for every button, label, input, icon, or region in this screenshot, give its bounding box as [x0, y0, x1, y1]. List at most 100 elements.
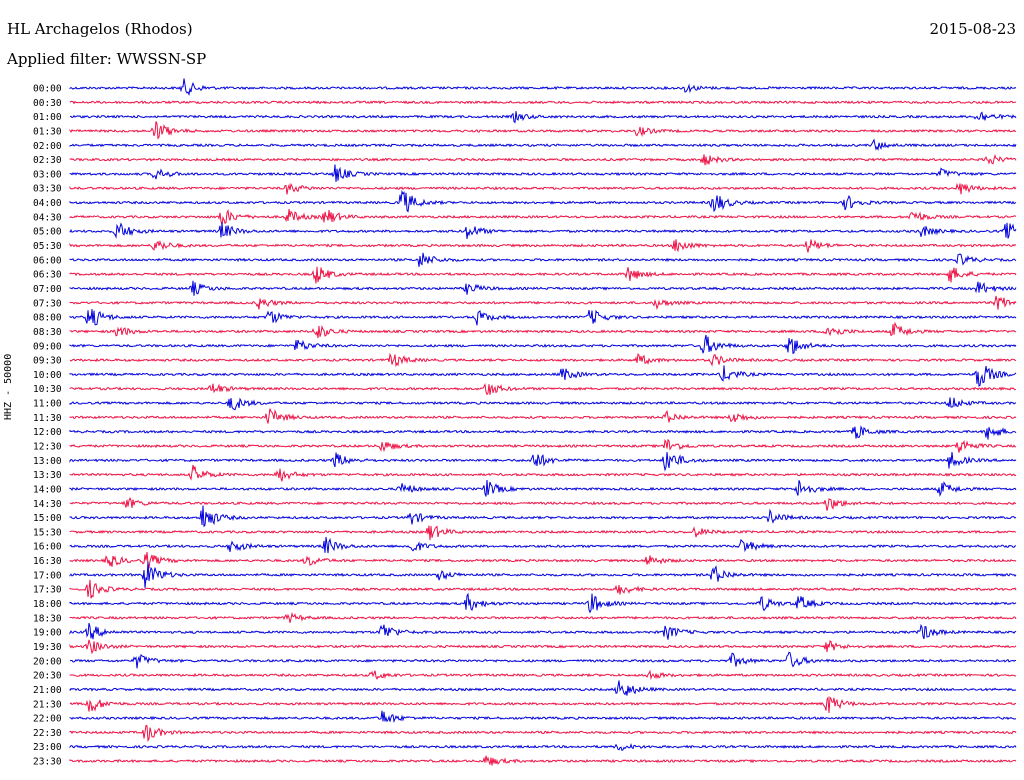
trace-line [69, 295, 1017, 311]
trace-line [69, 408, 1017, 424]
trace-line [69, 505, 1017, 528]
trace-line [69, 464, 1017, 482]
row-time-label: 14:00 [33, 484, 62, 495]
trace-line [69, 208, 1017, 226]
row-time-label: 13:30 [33, 470, 62, 481]
row-time-label: 07:00 [33, 284, 62, 295]
row-time-label: 08:00 [33, 313, 62, 324]
trace-line [69, 154, 1017, 166]
row-time-label: 23:00 [33, 742, 62, 753]
trace-line [69, 321, 1016, 339]
trace-line [69, 425, 1017, 440]
row-time-label: 06:30 [33, 270, 62, 281]
trace-line [69, 222, 1017, 239]
row-time-label: 10:00 [33, 370, 62, 381]
row-time-label: 01:30 [33, 126, 62, 137]
trace-line [69, 695, 1017, 714]
row-time-label: 07:30 [33, 298, 62, 309]
trace-line [69, 189, 1017, 213]
trace-line [69, 742, 1017, 752]
trace-line [69, 266, 1017, 284]
trace-line [69, 680, 1017, 696]
trace-line [69, 121, 1017, 140]
trace-line [69, 100, 1017, 105]
row-time-label: 17:00 [33, 570, 62, 581]
trace-line [69, 496, 1017, 511]
row-time-label: 05:00 [33, 227, 62, 238]
row-time-label: 02:30 [33, 155, 62, 166]
row-time-label: 19:30 [33, 642, 62, 653]
trace-line [69, 164, 1017, 182]
date-label: 2015-08-23 [929, 20, 1016, 38]
row-time-label: 18:00 [33, 599, 62, 610]
trace-line [69, 525, 1017, 541]
row-time-label: 03:00 [33, 169, 62, 180]
row-time-label: 23:30 [33, 757, 62, 768]
row-time-label: 00:00 [33, 84, 62, 95]
row-time-label: 04:00 [33, 198, 62, 209]
trace-line [69, 755, 1017, 766]
row-time-label: 13:00 [33, 456, 62, 467]
trace-line [69, 239, 1017, 253]
row-time-label: 15:00 [33, 513, 62, 524]
trace-line [69, 536, 1017, 554]
row-time-label: 11:00 [33, 399, 62, 410]
row-time-label: 00:30 [33, 98, 62, 109]
row-time-label: 10:30 [33, 384, 62, 395]
row-time-label: 09:00 [33, 341, 62, 352]
trace-line [69, 383, 1017, 396]
station-title: HL Archagelos (Rhodos) [7, 20, 193, 38]
row-time-label: 16:30 [33, 556, 62, 567]
trace-line [69, 579, 1017, 599]
row-time-label: 15:30 [33, 527, 62, 538]
row-time-label: 20:00 [33, 656, 62, 667]
row-time-label: 22:30 [33, 728, 62, 739]
trace-line [69, 552, 1017, 569]
trace-line [69, 451, 1017, 472]
trace-line [69, 592, 1017, 614]
row-time-label: 14:30 [33, 499, 62, 510]
trace-line [69, 611, 1017, 623]
trace-line [69, 280, 1017, 296]
filter-label: Applied filter: WWSSN-SP [7, 50, 207, 68]
row-time-label: 21:00 [33, 685, 62, 696]
row-time-label: 16:00 [33, 542, 62, 553]
trace-line [69, 252, 1017, 267]
row-time-label: 03:30 [33, 184, 62, 195]
trace-line [69, 365, 1017, 387]
trace-line [69, 724, 1017, 742]
row-time-label: 17:30 [33, 585, 62, 596]
row-time-label: 22:00 [33, 714, 62, 725]
row-time-label: 02:00 [33, 141, 62, 152]
row-time-label: 18:30 [33, 613, 62, 624]
trace-line [69, 479, 1017, 498]
row-time-label: 08:30 [33, 327, 62, 338]
trace-line [69, 710, 1017, 724]
row-time-label: 01:00 [33, 112, 62, 123]
trace-line [69, 622, 1017, 640]
row-time-label: 05:30 [33, 241, 62, 252]
trace-line [69, 182, 1017, 195]
row-time-label: 04:30 [33, 212, 62, 223]
trace-line [69, 397, 1017, 411]
row-time-label: 12:30 [33, 442, 62, 453]
row-time-label: 20:30 [33, 671, 62, 682]
trace-line [69, 111, 1017, 124]
trace-line [69, 669, 1017, 681]
trace-line [69, 438, 1017, 453]
row-time-label: 19:00 [33, 628, 62, 639]
trace-line [69, 352, 1017, 368]
row-time-label: 12:00 [33, 427, 62, 438]
row-time-label: 09:30 [33, 356, 62, 367]
trace-line [69, 639, 1017, 655]
row-time-label: 06:00 [33, 255, 62, 266]
trace-line [69, 334, 1017, 355]
trace-line [69, 561, 1017, 588]
trace-line [69, 78, 1017, 97]
row-time-label: 11:30 [33, 413, 62, 424]
row-time-label: 21:30 [33, 699, 62, 710]
trace-line [69, 309, 1017, 326]
trace-line [69, 138, 1017, 152]
trace-line [69, 651, 1016, 669]
